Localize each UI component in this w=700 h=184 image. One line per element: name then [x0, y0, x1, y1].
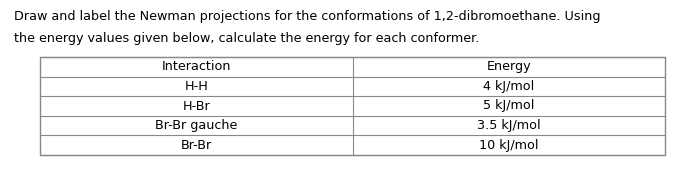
Text: 3.5 kJ/mol: 3.5 kJ/mol [477, 119, 540, 132]
Text: 10 kJ/mol: 10 kJ/mol [479, 139, 538, 152]
Text: H-Br: H-Br [183, 100, 210, 112]
Text: 5 kJ/mol: 5 kJ/mol [483, 100, 534, 112]
Bar [40, 57, 665, 155]
Text: Br-Br gauche: Br-Br gauche [155, 119, 237, 132]
Text: Draw and label the Newman projections for the conformations of 1,2-dibromoethane: Draw and label the Newman projections fo… [14, 10, 601, 23]
Text: H-H: H-H [184, 80, 208, 93]
Text: Br-Br: Br-Br [181, 139, 212, 152]
Text: the energy values given below, calculate the energy for each conformer.: the energy values given below, calculate… [14, 32, 480, 45]
Text: Interaction: Interaction [162, 60, 231, 73]
Text: Energy: Energy [486, 60, 531, 73]
Text: 4 kJ/mol: 4 kJ/mol [483, 80, 534, 93]
